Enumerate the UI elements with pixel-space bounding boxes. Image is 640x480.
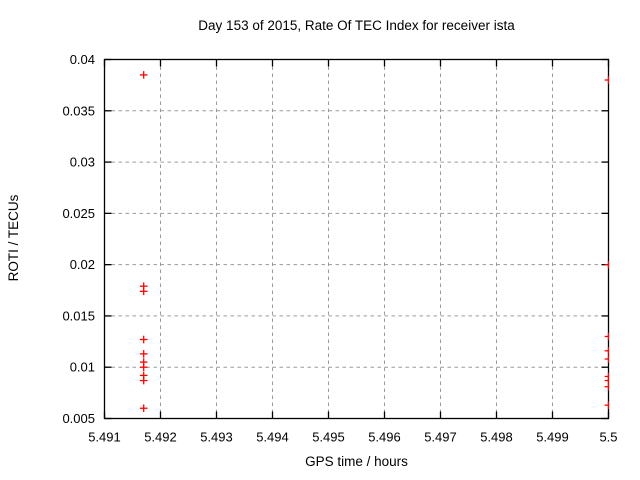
x-tick-label: 5.498 (480, 430, 513, 445)
data-point-marker (604, 260, 609, 269)
y-tick-label: 0.005 (62, 411, 95, 426)
data-points (139, 71, 609, 413)
x-tick-label: 5.492 (144, 430, 177, 445)
y-tick-label: 0.015 (62, 308, 95, 323)
x-tick-label: 5.495 (312, 430, 345, 445)
data-point-marker (604, 332, 609, 341)
data-point-marker (139, 335, 148, 344)
x-tick-label: 5.496 (368, 430, 401, 445)
gridlines (104, 59, 609, 419)
axes (103, 58, 610, 420)
data-point-marker (139, 350, 148, 358)
x-axis-title: GPS time / hours (305, 454, 408, 469)
data-point-marker (604, 401, 609, 409)
data-point-marker (139, 363, 148, 372)
x-tick-label: 5.497 (424, 430, 457, 445)
data-point-marker (139, 376, 148, 385)
y-tick-label: 0.01 (70, 360, 95, 375)
x-tick-label: 5.491 (88, 430, 121, 445)
chart-title: Day 153 of 2015, Rate Of TEC Index for r… (198, 18, 515, 33)
x-tick-label: 5.5 (599, 430, 617, 445)
data-point-marker (604, 355, 609, 363)
y-tick-label: 0.035 (62, 103, 95, 118)
x-tick-label: 5.499 (536, 430, 569, 445)
data-point-marker (139, 71, 148, 79)
y-tick-label: 0.04 (70, 52, 95, 67)
x-tick-label: 5.494 (256, 430, 289, 445)
y-tick-label: 0.02 (70, 257, 95, 272)
data-point-marker (604, 347, 609, 355)
plot-border (103, 58, 610, 420)
data-point-marker (604, 382, 609, 391)
data-point-marker (604, 76, 609, 84)
data-point-marker (139, 287, 148, 296)
data-point-marker (139, 404, 148, 413)
y-tick-label: 0.025 (62, 206, 95, 221)
x-tick-label: 5.493 (200, 430, 233, 445)
y-tick-label: 0.03 (70, 155, 95, 170)
